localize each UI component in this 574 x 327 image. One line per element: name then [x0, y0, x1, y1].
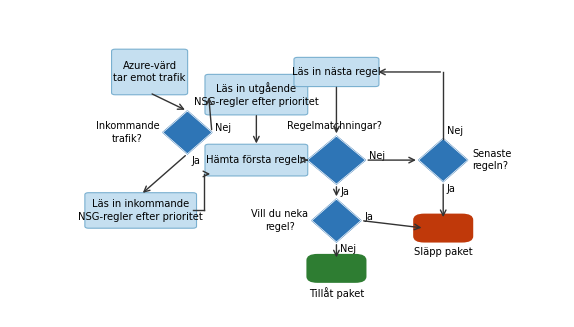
- FancyBboxPatch shape: [85, 193, 196, 228]
- Text: Regelmatchningar?: Regelmatchningar?: [287, 121, 382, 131]
- Text: Nej: Nej: [340, 245, 356, 254]
- FancyBboxPatch shape: [205, 144, 308, 176]
- Text: Hämta första regeln: Hämta första regeln: [206, 155, 307, 165]
- Polygon shape: [312, 199, 361, 242]
- Text: Ja: Ja: [447, 184, 456, 194]
- Text: Nej: Nej: [369, 151, 385, 161]
- Polygon shape: [419, 139, 468, 181]
- Text: Nej: Nej: [215, 123, 231, 133]
- Text: Läs in utgående
NSG-regler efter prioritet: Läs in utgående NSG-regler efter priorit…: [194, 82, 319, 107]
- Polygon shape: [163, 111, 212, 154]
- Text: Azure-värd
tar emot trafik: Azure-värd tar emot trafik: [114, 61, 186, 83]
- Text: Ja: Ja: [364, 212, 373, 222]
- Text: Släpp paket: Släpp paket: [414, 247, 472, 257]
- FancyBboxPatch shape: [111, 49, 188, 95]
- FancyBboxPatch shape: [294, 57, 379, 87]
- Text: Vill du neka
regel?: Vill du neka regel?: [251, 209, 308, 232]
- Text: Läs in inkommande
NSG-regler efter prioritet: Läs in inkommande NSG-regler efter prior…: [78, 199, 203, 222]
- Text: Ja: Ja: [340, 186, 349, 197]
- Text: Inkommande
trafik?: Inkommande trafik?: [96, 121, 160, 144]
- FancyBboxPatch shape: [413, 214, 473, 243]
- Text: Nej: Nej: [447, 126, 463, 136]
- FancyBboxPatch shape: [307, 254, 366, 283]
- Text: Läs in nästa regel: Läs in nästa regel: [292, 67, 381, 77]
- Text: Tillåt paket: Tillåt paket: [309, 287, 364, 299]
- FancyBboxPatch shape: [205, 74, 308, 115]
- Text: Senaste
regeln?: Senaste regeln?: [472, 149, 511, 171]
- Polygon shape: [308, 136, 365, 184]
- Text: Ja: Ja: [191, 156, 200, 166]
